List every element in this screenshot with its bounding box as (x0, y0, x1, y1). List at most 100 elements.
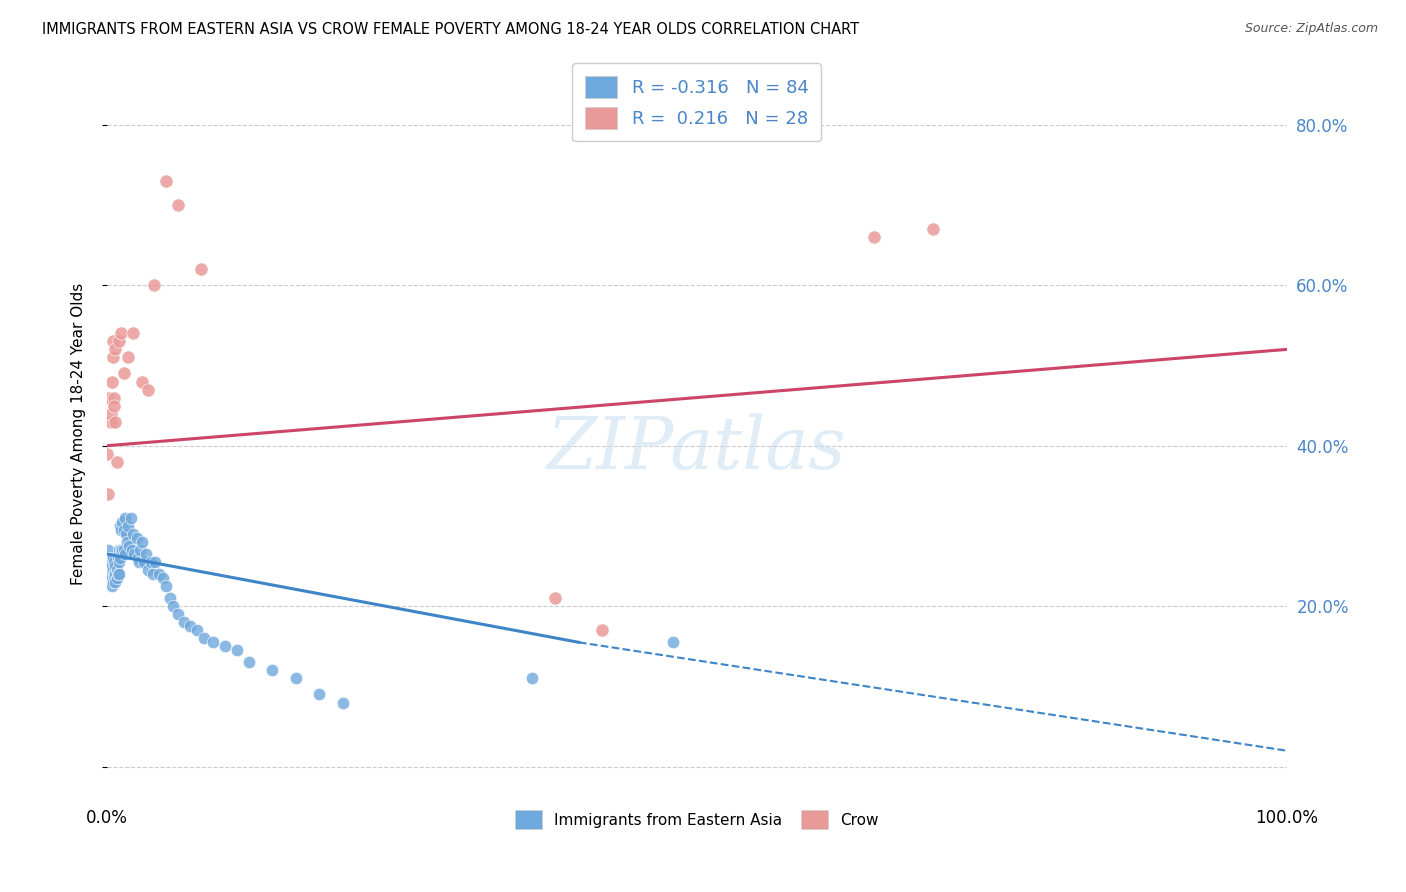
Point (159, 591, 181, 606)
Point (173, 615, 195, 630)
Point (97, 487, 120, 501)
Point (166, 198, 188, 212)
Point (120, 511, 142, 525)
Point (186, 624, 208, 638)
Point (98, 551, 121, 566)
Point (162, 599, 184, 614)
Point (179, 619, 201, 633)
Point (114, 511, 136, 525)
Point (166, 607, 188, 622)
Point (117, 351, 139, 365)
Point (101, 351, 124, 365)
Point (108, 551, 131, 566)
Point (104, 567, 127, 582)
Point (193, 632, 215, 646)
Point (190, 262, 212, 277)
Point (122, 547, 145, 561)
Point (101, 567, 124, 582)
Point (98, 563, 121, 577)
Y-axis label: Female Poverty Among 18-24 Year Olds: Female Poverty Among 18-24 Year Olds (72, 283, 86, 585)
Point (101, 579, 124, 593)
Point (520, 672, 543, 686)
Point (101, 551, 124, 566)
Point (155, 579, 177, 593)
Point (122, 326, 145, 341)
Point (105, 563, 128, 577)
Point (104, 343, 127, 357)
Point (544, 591, 567, 606)
Point (127, 551, 149, 566)
Point (112, 543, 135, 558)
Point (111, 515, 134, 529)
Point (921, 222, 943, 236)
Point (114, 547, 136, 561)
Point (202, 635, 225, 649)
Point (135, 547, 157, 561)
Point (97, 543, 120, 558)
Text: ZIPatlas: ZIPatlas (547, 413, 846, 483)
Point (662, 635, 685, 649)
Point (107, 551, 129, 566)
Point (117, 519, 139, 533)
Point (98, 555, 121, 569)
Point (142, 567, 165, 582)
Point (152, 571, 174, 585)
Point (97, 567, 120, 582)
Point (112, 523, 135, 537)
Point (97, 571, 120, 585)
Point (308, 688, 330, 702)
Point (103, 555, 125, 569)
Point (96, 559, 118, 574)
Point (107, 567, 129, 582)
Point (284, 672, 307, 686)
Point (128, 555, 150, 569)
Point (98, 575, 121, 590)
Point (96, 447, 118, 461)
Point (100, 563, 122, 577)
Point (100, 575, 122, 590)
Point (332, 696, 354, 710)
Point (108, 543, 131, 558)
Point (101, 575, 124, 590)
Point (108, 334, 131, 349)
Point (138, 383, 160, 397)
Point (122, 527, 145, 541)
Point (129, 543, 152, 558)
Point (108, 555, 131, 569)
Point (112, 367, 135, 381)
Point (110, 326, 132, 341)
Point (101, 375, 124, 389)
Point (214, 640, 236, 654)
Point (108, 567, 131, 582)
Point (103, 571, 125, 585)
Point (100, 407, 122, 421)
Point (139, 555, 162, 569)
Point (104, 559, 127, 574)
Point (148, 567, 170, 582)
Point (104, 575, 127, 590)
Point (225, 643, 247, 657)
Text: Source: ZipAtlas.com: Source: ZipAtlas.com (1244, 22, 1378, 36)
Point (100, 415, 122, 429)
Point (138, 563, 160, 577)
Point (101, 559, 124, 574)
Point (101, 571, 124, 585)
Point (131, 375, 153, 389)
Point (101, 563, 124, 577)
Point (121, 543, 143, 558)
Point (100, 567, 122, 582)
Point (131, 535, 153, 549)
Point (100, 563, 122, 577)
Point (103, 567, 125, 582)
Point (105, 571, 128, 585)
Point (105, 455, 128, 469)
Point (262, 664, 284, 678)
Point (862, 230, 884, 244)
Point (125, 531, 148, 545)
Legend: Immigrants from Eastern Asia, Crow: Immigrants from Eastern Asia, Crow (509, 805, 886, 835)
Point (104, 415, 127, 429)
Point (155, 174, 177, 188)
Point (98, 571, 121, 585)
Point (111, 543, 134, 558)
Point (115, 535, 138, 549)
